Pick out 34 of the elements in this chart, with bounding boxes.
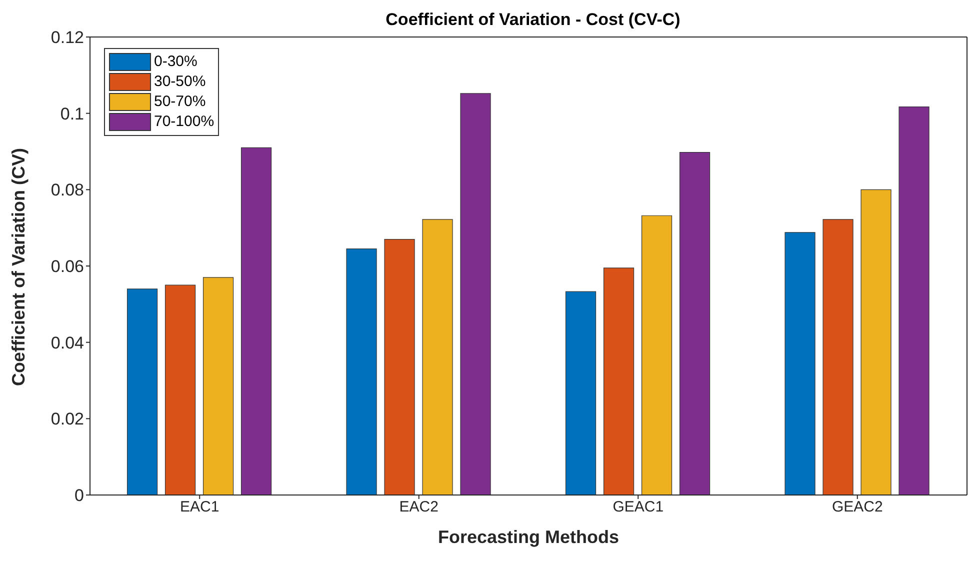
bar (460, 93, 491, 495)
bar (822, 219, 854, 495)
y-tick-label: 0.08 (50, 180, 84, 200)
y-tick-label: 0.06 (50, 257, 84, 276)
legend-label: 70-100% (153, 112, 214, 132)
y-tick-label: 0.04 (50, 333, 84, 352)
legend-label: 50-70% (153, 92, 207, 112)
bar (422, 219, 453, 495)
bar (860, 189, 892, 495)
y-tick-label: 0.12 (50, 28, 84, 48)
bar (898, 106, 930, 495)
bar (384, 238, 415, 495)
bar (164, 284, 196, 495)
bar (346, 248, 377, 495)
bar (565, 291, 596, 495)
x-tick-label: EAC1 (180, 498, 220, 516)
y-axis-title: Coefficient of Variation (CV) (8, 148, 28, 386)
y-tick-label: 0.1 (60, 104, 84, 124)
bar (126, 288, 158, 495)
bar (784, 232, 816, 495)
x-tick-label: GEAC2 (832, 498, 883, 516)
bar (202, 277, 234, 495)
bar (679, 152, 710, 495)
x-axis-title: Forecasting Methods (438, 527, 620, 547)
bar (641, 215, 672, 495)
legend-label: 0-30% (153, 52, 198, 72)
chart-title: Coefficient of Variation - Cost (CV-C) (384, 10, 682, 30)
legend-label: 30-50% (153, 72, 207, 92)
y-tick-label: 0.02 (50, 410, 84, 429)
x-tick-label: EAC2 (399, 498, 438, 516)
x-tick-label: GEAC1 (612, 498, 664, 516)
y-tick-label: 0 (74, 486, 84, 506)
bar (240, 147, 272, 495)
bar (603, 268, 634, 495)
